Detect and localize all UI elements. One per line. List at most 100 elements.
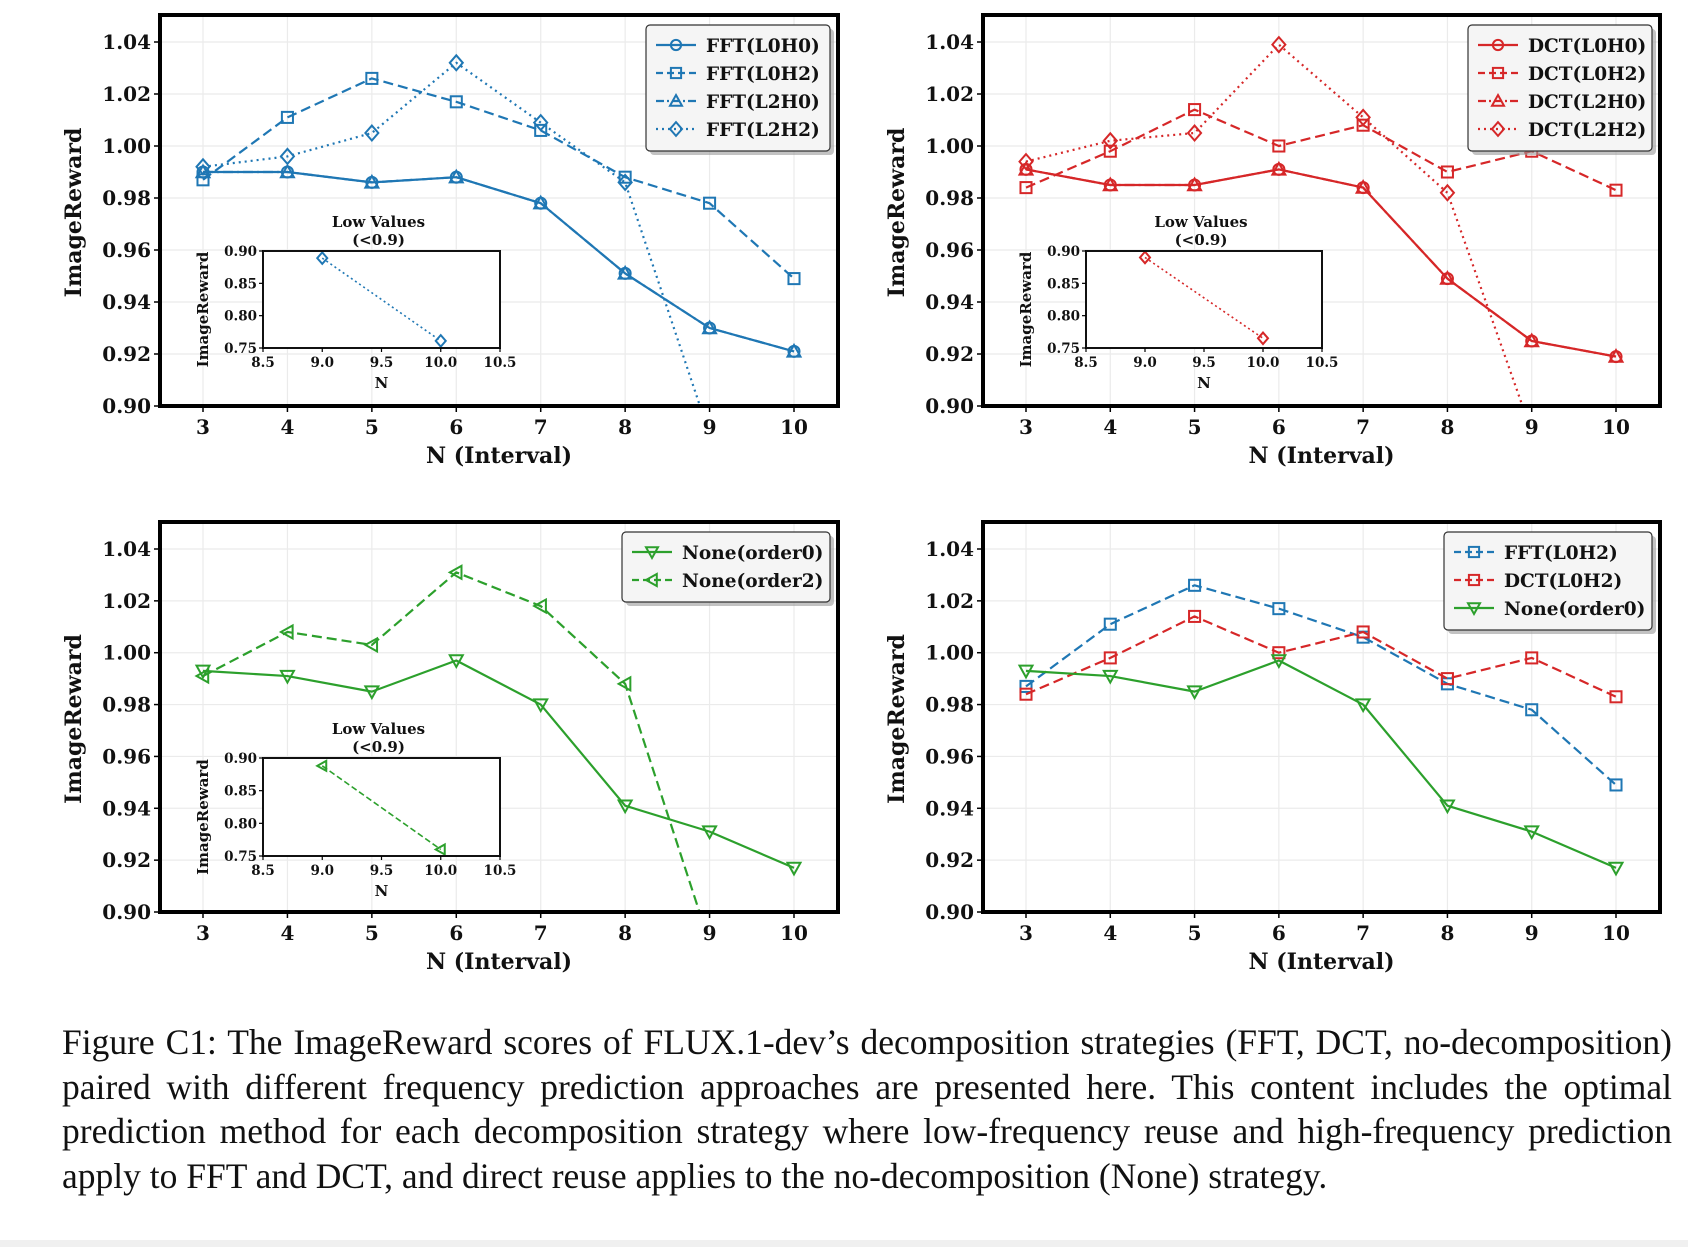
data-point [1439, 270, 1456, 285]
data-point [1188, 609, 1202, 623]
inset-subtitle: (<0.9) [352, 231, 405, 249]
x-tick-label: 10 [780, 921, 808, 945]
y-tick-label: 0.96 [102, 744, 151, 768]
inset-x-tick-label: 9.5 [370, 863, 394, 879]
data-point [447, 564, 463, 581]
legend-marker [1491, 66, 1505, 80]
inset-chart: 0.75 0.80 0.85 0.90 8.5 9.0 9.5 10.0 10.5 N ImageR… [1017, 213, 1338, 392]
x-tick-label: 5 [1188, 921, 1202, 945]
x-tick-label: 5 [1188, 415, 1202, 439]
inset-series-line [1144, 256, 1264, 339]
y-tick-label: 0.96 [925, 238, 974, 262]
x-tick-label: 6 [1272, 921, 1286, 945]
series-group [1017, 578, 1625, 877]
data-point [1272, 139, 1286, 153]
data-point [1525, 651, 1539, 665]
inset-x-tick-label: 8.5 [251, 355, 275, 371]
data-point [1355, 108, 1371, 127]
inset-y-tick-label: 0.85 [224, 276, 257, 292]
series-line-FFT(L0H2) [202, 77, 795, 280]
legend-marker [1491, 38, 1505, 52]
data-point [279, 163, 296, 179]
data-point [363, 636, 379, 654]
y-tick-label: 0.98 [102, 693, 151, 717]
data-point [1439, 799, 1456, 815]
x-tick-label: 7 [534, 415, 548, 439]
inset-x-axis-label: N [1197, 374, 1211, 392]
data-point [1440, 165, 1454, 179]
legend-label: FFT(L2H2) [706, 120, 820, 141]
data-point [449, 95, 463, 109]
x-tick-label: 8 [618, 921, 632, 945]
y-tick-label: 1.02 [102, 589, 151, 613]
x-tick-label: 4 [280, 415, 294, 439]
axes-frame [981, 520, 1662, 914]
data-point [785, 342, 803, 358]
x-axis-label: N (Interval) [1248, 949, 1394, 975]
y-tick-label: 1.04 [102, 30, 151, 54]
y-tick-label: 0.90 [925, 394, 974, 418]
x-tick-label: 8 [1440, 921, 1454, 945]
legend-box [621, 531, 831, 603]
x-tick-label: 4 [280, 921, 294, 945]
inset-x-tick-label: 10.5 [1306, 355, 1339, 371]
inset-x-tick-label: 9.0 [1133, 355, 1157, 371]
x-tick-label: 10 [1602, 921, 1630, 945]
figure: 0.90 0.92 0.94 0.96 0.98 1.00 1.02 1.04 3 4 5 6 7 8 9 1… [61, 13, 1662, 975]
data-point [279, 669, 296, 685]
series-line-FFT(L0H2) [1025, 584, 1617, 786]
legend-marker [643, 572, 658, 588]
legend-label: FFT(L0H0) [706, 36, 820, 57]
legend: FFT(L0H2) DCT(L0H2) None(order0) [1443, 531, 1656, 634]
legend-marker [644, 546, 660, 561]
inset-data-point [434, 333, 448, 349]
page-bottom-bar [0, 1240, 1688, 1247]
legend-label: DCT(L0H0) [1528, 36, 1646, 57]
data-point [1523, 332, 1540, 348]
figure-caption: Figure C1: The ImageReward scores of FLU… [62, 1022, 1672, 1196]
y-tick-label: 0.96 [102, 238, 151, 262]
y-tick-label: 1.00 [925, 134, 974, 158]
inset-chart: 0.75 0.80 0.85 0.90 8.5 9.0 9.5 10.0 10.5 N ImageR… [194, 720, 516, 900]
data-point [616, 264, 634, 280]
y-tick-label: 1.02 [925, 82, 974, 106]
y-tick-label: 1.02 [925, 589, 974, 613]
data-point [1019, 687, 1033, 701]
x-tick-label: 5 [365, 415, 379, 439]
inset-series-line [321, 257, 442, 342]
y-tick-label: 0.94 [925, 796, 974, 820]
y-tick-label: 1.00 [102, 134, 151, 158]
inset-x-tick-label: 10.5 [484, 355, 517, 371]
legend-marker [1490, 120, 1506, 138]
data-point [1103, 144, 1117, 158]
series-line-DCT(L0H0) [1025, 168, 1617, 358]
data-point [1103, 617, 1117, 631]
y-tick-label: 0.98 [925, 693, 974, 717]
legend-box [645, 24, 831, 152]
data-point [1186, 124, 1203, 142]
data-point [363, 173, 381, 189]
inset-x-tick-label: 8.5 [251, 863, 275, 879]
x-tick-label: 3 [196, 415, 210, 439]
data-point [617, 173, 633, 192]
y-tick-label: 1.00 [925, 641, 974, 665]
data-point [1019, 181, 1033, 195]
data-point [532, 698, 549, 714]
inset-x-tick-label: 10.0 [1247, 355, 1280, 371]
y-axis-label: ImageReward [61, 634, 87, 804]
y-tick-label: 0.92 [102, 342, 151, 366]
data-point [1017, 664, 1035, 680]
legend-marker [668, 92, 684, 107]
chart-fft: 0.90 0.92 0.94 0.96 0.98 1.00 1.02 1.04 3 4 5 6 7 8 9 1… [61, 13, 840, 469]
legend-label: DCT(L0H2) [1528, 64, 1646, 85]
chart-compare: 0.90 0.92 0.94 0.96 0.98 1.00 1.02 1.04 3 4 5 6 7 8 9 1… [884, 520, 1662, 975]
inset-y-axis-label: ImageReward [1017, 251, 1035, 367]
y-axis-label: ImageReward [61, 128, 87, 298]
x-tick-label: 10 [780, 415, 808, 439]
data-point [1102, 176, 1119, 192]
y-axis-label: ImageReward [884, 634, 910, 804]
axes-frame [158, 520, 840, 914]
data-point [1440, 672, 1454, 686]
data-point [1356, 118, 1370, 132]
legend-label: DCT(L0H2) [1504, 571, 1622, 592]
